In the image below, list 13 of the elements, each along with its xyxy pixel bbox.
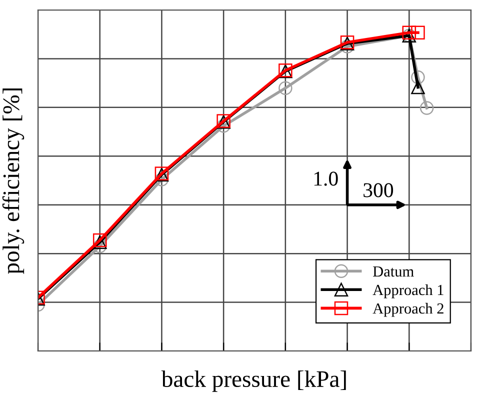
legend-label: Approach 2 xyxy=(372,302,444,317)
point xyxy=(402,26,416,40)
y-axis-title: poly. efficiency [%] xyxy=(2,88,24,274)
legend-label: Datum xyxy=(373,266,414,277)
legend-label: Approach 1 xyxy=(372,284,444,298)
point xyxy=(411,26,425,40)
annotation: 300 xyxy=(364,183,394,198)
point xyxy=(278,81,292,95)
annotation: 1.0 xyxy=(314,172,338,186)
point xyxy=(420,101,434,115)
x-axis-title: back pressure [kPa] xyxy=(161,370,346,392)
point xyxy=(411,80,425,94)
point xyxy=(411,70,425,84)
